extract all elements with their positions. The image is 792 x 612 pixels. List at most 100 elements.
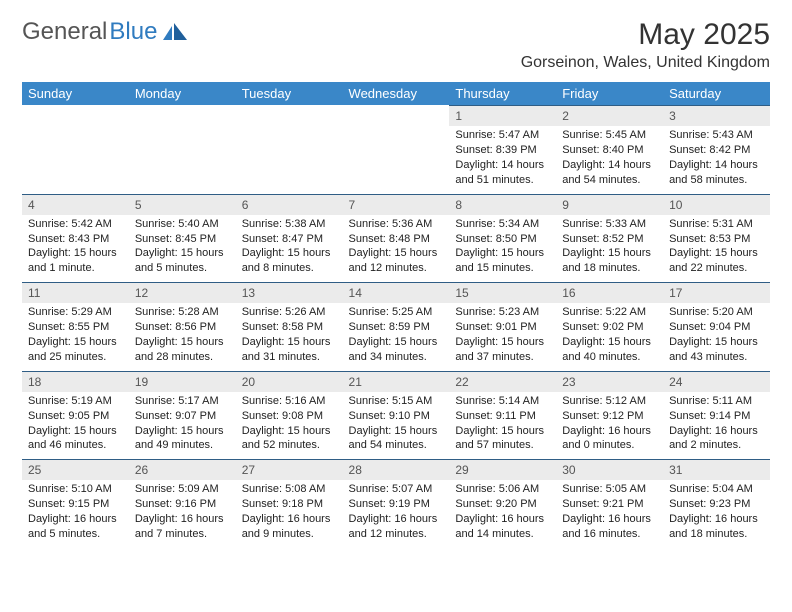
daylight-line: Daylight: 16 hours and 0 minutes. xyxy=(562,424,657,454)
calendar-week: 4Sunrise: 5:42 AMSunset: 8:43 PMDaylight… xyxy=(22,194,770,283)
day-body: Sunrise: 5:06 AMSunset: 9:20 PMDaylight:… xyxy=(449,480,556,547)
sunrise-line: Sunrise: 5:22 AM xyxy=(562,305,657,320)
sunrise-line: Sunrise: 5:43 AM xyxy=(669,128,764,143)
day-number: 17 xyxy=(663,282,770,303)
day-number: 12 xyxy=(129,282,236,303)
calendar-cell: 23Sunrise: 5:12 AMSunset: 9:12 PMDayligh… xyxy=(556,371,663,460)
daylight-line: Daylight: 15 hours and 5 minutes. xyxy=(135,246,230,276)
sunset-line: Sunset: 9:11 PM xyxy=(455,409,550,424)
day-body: Sunrise: 5:38 AMSunset: 8:47 PMDaylight:… xyxy=(236,215,343,282)
daylight-line: Daylight: 15 hours and 52 minutes. xyxy=(242,424,337,454)
sunset-line: Sunset: 8:50 PM xyxy=(455,232,550,247)
weekday-header: Thursday xyxy=(449,82,556,105)
day-number: 28 xyxy=(343,459,450,480)
calendar-cell: 14Sunrise: 5:25 AMSunset: 8:59 PMDayligh… xyxy=(343,282,450,371)
daylight-line: Daylight: 14 hours and 51 minutes. xyxy=(455,158,550,188)
calendar-cell: 18Sunrise: 5:19 AMSunset: 9:05 PMDayligh… xyxy=(22,371,129,460)
sunset-line: Sunset: 9:10 PM xyxy=(349,409,444,424)
calendar-cell: 17Sunrise: 5:20 AMSunset: 9:04 PMDayligh… xyxy=(663,282,770,371)
daylight-line: Daylight: 16 hours and 12 minutes. xyxy=(349,512,444,542)
logo-word2: Blue xyxy=(109,18,157,46)
calendar-cell: .... xyxy=(236,105,343,194)
sunrise-line: Sunrise: 5:05 AM xyxy=(562,482,657,497)
day-number: 11 xyxy=(22,282,129,303)
daylight-line: Daylight: 14 hours and 54 minutes. xyxy=(562,158,657,188)
day-number: 5 xyxy=(129,194,236,215)
calendar-week: 18Sunrise: 5:19 AMSunset: 9:05 PMDayligh… xyxy=(22,371,770,460)
calendar-week: ................1Sunrise: 5:47 AMSunset:… xyxy=(22,105,770,194)
daylight-line: Daylight: 16 hours and 16 minutes. xyxy=(562,512,657,542)
location: Gorseinon, Wales, United Kingdom xyxy=(521,54,770,72)
sunrise-line: Sunrise: 5:26 AM xyxy=(242,305,337,320)
sunset-line: Sunset: 8:47 PM xyxy=(242,232,337,247)
day-number: 22 xyxy=(449,371,556,392)
day-body: Sunrise: 5:04 AMSunset: 9:23 PMDaylight:… xyxy=(663,480,770,547)
day-body: Sunrise: 5:19 AMSunset: 9:05 PMDaylight:… xyxy=(22,392,129,459)
calendar-cell: 8Sunrise: 5:34 AMSunset: 8:50 PMDaylight… xyxy=(449,194,556,283)
weekday-header: Sunday xyxy=(22,82,129,105)
day-body: Sunrise: 5:05 AMSunset: 9:21 PMDaylight:… xyxy=(556,480,663,547)
sunrise-line: Sunrise: 5:11 AM xyxy=(669,394,764,409)
day-body: Sunrise: 5:43 AMSunset: 8:42 PMDaylight:… xyxy=(663,126,770,193)
day-number: 1 xyxy=(449,105,556,126)
calendar-cell: 10Sunrise: 5:31 AMSunset: 8:53 PMDayligh… xyxy=(663,194,770,283)
sunrise-line: Sunrise: 5:09 AM xyxy=(135,482,230,497)
day-body: Sunrise: 5:31 AMSunset: 8:53 PMDaylight:… xyxy=(663,215,770,282)
calendar-cell: 1Sunrise: 5:47 AMSunset: 8:39 PMDaylight… xyxy=(449,105,556,194)
day-number: 15 xyxy=(449,282,556,303)
sunrise-line: Sunrise: 5:34 AM xyxy=(455,217,550,232)
day-number: 14 xyxy=(343,282,450,303)
daylight-line: Daylight: 15 hours and 12 minutes. xyxy=(349,246,444,276)
weekday-header: Saturday xyxy=(663,82,770,105)
calendar-table: SundayMondayTuesdayWednesdayThursdayFrid… xyxy=(22,82,770,548)
daylight-line: Daylight: 15 hours and 1 minute. xyxy=(28,246,123,276)
calendar-cell: 5Sunrise: 5:40 AMSunset: 8:45 PMDaylight… xyxy=(129,194,236,283)
daylight-line: Daylight: 15 hours and 31 minutes. xyxy=(242,335,337,365)
day-body: Sunrise: 5:36 AMSunset: 8:48 PMDaylight:… xyxy=(343,215,450,282)
daylight-line: Daylight: 16 hours and 7 minutes. xyxy=(135,512,230,542)
calendar-cell: 19Sunrise: 5:17 AMSunset: 9:07 PMDayligh… xyxy=(129,371,236,460)
day-body: Sunrise: 5:07 AMSunset: 9:19 PMDaylight:… xyxy=(343,480,450,547)
sunset-line: Sunset: 8:59 PM xyxy=(349,320,444,335)
day-number: 6 xyxy=(236,194,343,215)
sunset-line: Sunset: 9:12 PM xyxy=(562,409,657,424)
day-number: 26 xyxy=(129,459,236,480)
daylight-line: Daylight: 16 hours and 18 minutes. xyxy=(669,512,764,542)
calendar-cell: 29Sunrise: 5:06 AMSunset: 9:20 PMDayligh… xyxy=(449,459,556,548)
sunset-line: Sunset: 8:58 PM xyxy=(242,320,337,335)
day-number: 27 xyxy=(236,459,343,480)
day-body: Sunrise: 5:15 AMSunset: 9:10 PMDaylight:… xyxy=(343,392,450,459)
calendar-cell: 24Sunrise: 5:11 AMSunset: 9:14 PMDayligh… xyxy=(663,371,770,460)
sunrise-line: Sunrise: 5:06 AM xyxy=(455,482,550,497)
day-number: 29 xyxy=(449,459,556,480)
sunset-line: Sunset: 9:14 PM xyxy=(669,409,764,424)
day-body: Sunrise: 5:45 AMSunset: 8:40 PMDaylight:… xyxy=(556,126,663,193)
calendar-cell: 25Sunrise: 5:10 AMSunset: 9:15 PMDayligh… xyxy=(22,459,129,548)
calendar-cell: 28Sunrise: 5:07 AMSunset: 9:19 PMDayligh… xyxy=(343,459,450,548)
sunset-line: Sunset: 9:16 PM xyxy=(135,497,230,512)
day-body: Sunrise: 5:40 AMSunset: 8:45 PMDaylight:… xyxy=(129,215,236,282)
day-number: 16 xyxy=(556,282,663,303)
calendar-cell: 22Sunrise: 5:14 AMSunset: 9:11 PMDayligh… xyxy=(449,371,556,460)
calendar-cell: 21Sunrise: 5:15 AMSunset: 9:10 PMDayligh… xyxy=(343,371,450,460)
sunset-line: Sunset: 9:07 PM xyxy=(135,409,230,424)
sunset-line: Sunset: 8:56 PM xyxy=(135,320,230,335)
day-body: Sunrise: 5:09 AMSunset: 9:16 PMDaylight:… xyxy=(129,480,236,547)
sunset-line: Sunset: 9:19 PM xyxy=(349,497,444,512)
day-body: Sunrise: 5:22 AMSunset: 9:02 PMDaylight:… xyxy=(556,303,663,370)
day-number: 23 xyxy=(556,371,663,392)
sunset-line: Sunset: 9:15 PM xyxy=(28,497,123,512)
calendar-cell: 15Sunrise: 5:23 AMSunset: 9:01 PMDayligh… xyxy=(449,282,556,371)
daylight-line: Daylight: 15 hours and 37 minutes. xyxy=(455,335,550,365)
daylight-line: Daylight: 14 hours and 58 minutes. xyxy=(669,158,764,188)
sunset-line: Sunset: 8:43 PM xyxy=(28,232,123,247)
sunset-line: Sunset: 9:18 PM xyxy=(242,497,337,512)
sunset-line: Sunset: 8:40 PM xyxy=(562,143,657,158)
day-body: Sunrise: 5:23 AMSunset: 9:01 PMDaylight:… xyxy=(449,303,556,370)
sunset-line: Sunset: 8:42 PM xyxy=(669,143,764,158)
day-body: Sunrise: 5:10 AMSunset: 9:15 PMDaylight:… xyxy=(22,480,129,547)
logo-word1: General xyxy=(22,18,107,46)
sunrise-line: Sunrise: 5:29 AM xyxy=(28,305,123,320)
logo: GeneralBlue xyxy=(22,18,189,46)
calendar-body: ................1Sunrise: 5:47 AMSunset:… xyxy=(22,105,770,548)
